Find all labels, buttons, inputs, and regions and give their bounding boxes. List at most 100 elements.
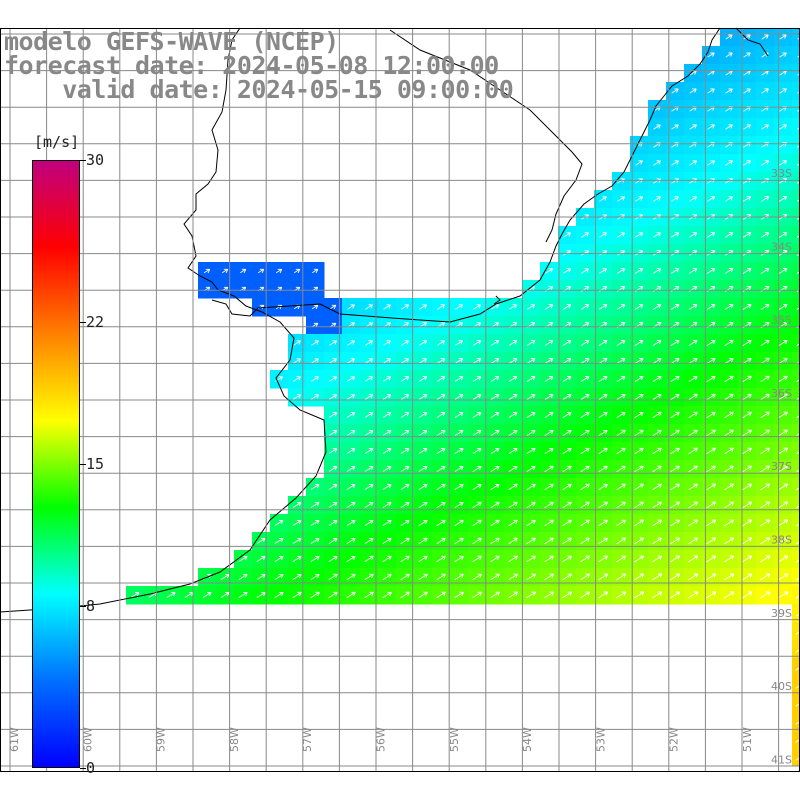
wind-arrow bbox=[526, 394, 536, 400]
wind-arrow bbox=[795, 757, 800, 761]
wind-arrow bbox=[562, 429, 572, 436]
wind-arrow bbox=[580, 429, 590, 436]
wind-arrow bbox=[400, 430, 410, 436]
wind-arrow bbox=[257, 268, 265, 274]
wind-speed-cell bbox=[792, 46, 800, 65]
wind-arrow bbox=[311, 376, 320, 382]
wind-arrow bbox=[652, 304, 662, 310]
wind-arrow bbox=[544, 537, 554, 545]
wind-arrow bbox=[706, 375, 716, 382]
wind-arrow bbox=[670, 447, 680, 455]
wind-arrow bbox=[203, 268, 211, 274]
wind-arrow bbox=[418, 376, 428, 382]
wind-arrow bbox=[742, 447, 752, 455]
wind-arrow bbox=[508, 519, 518, 527]
wind-arrow bbox=[634, 304, 644, 310]
wind-speed-cell bbox=[792, 748, 800, 767]
colorbar bbox=[32, 160, 80, 768]
wind-speed-cell bbox=[792, 460, 800, 479]
wind-speed-cell bbox=[792, 532, 800, 551]
wind-arrow bbox=[688, 483, 698, 491]
wind-arrow bbox=[418, 448, 428, 454]
wind-arrow bbox=[795, 577, 800, 581]
wind-arrow bbox=[220, 591, 230, 598]
wind-arrow bbox=[779, 160, 788, 166]
wind-arrow bbox=[454, 591, 464, 599]
wind-arrow bbox=[616, 447, 626, 455]
latitude-labels: 33S 34S 35S 36S 37S 38S 39S 40S 41S bbox=[771, 167, 792, 766]
wind-arrow bbox=[796, 253, 800, 256]
wind-arrow bbox=[508, 501, 518, 509]
wind-arrow bbox=[310, 555, 320, 562]
wind-arrow bbox=[382, 591, 392, 599]
colorbar-tickmark bbox=[80, 322, 86, 324]
wind-arrow bbox=[634, 519, 645, 527]
wind-arrow bbox=[509, 304, 518, 310]
wind-arrow bbox=[472, 483, 482, 490]
wind-arrow bbox=[364, 448, 374, 454]
wind-arrow bbox=[544, 591, 555, 599]
latitude-label: 37S bbox=[771, 460, 792, 473]
wind-arrow bbox=[436, 573, 446, 581]
wind-arrow bbox=[310, 573, 320, 580]
wind-arrow bbox=[563, 232, 572, 238]
wind-arrow bbox=[329, 304, 337, 310]
wind-arrow bbox=[400, 412, 410, 418]
wind-arrow bbox=[652, 483, 662, 491]
longitude-label: 51W bbox=[741, 727, 754, 752]
wind-arrow bbox=[508, 394, 518, 400]
wind-arrow bbox=[544, 573, 555, 581]
wind-speed-cell bbox=[792, 586, 800, 605]
latitude-label: 40S bbox=[771, 680, 792, 693]
colorbar-tickmark bbox=[80, 464, 86, 465]
wind-arrow bbox=[725, 88, 733, 94]
wind-arrow bbox=[778, 268, 788, 274]
wind-arrow bbox=[166, 592, 176, 598]
wind-arrow bbox=[328, 484, 338, 490]
wind-speed-cell bbox=[792, 280, 800, 299]
wind-arrow bbox=[670, 465, 680, 473]
wind-arrow bbox=[292, 502, 302, 508]
wind-speed-cell bbox=[792, 316, 800, 335]
wind-arrow bbox=[779, 88, 787, 94]
colorbar-tick-label: 8 bbox=[86, 596, 96, 615]
wind-arrow bbox=[508, 358, 518, 364]
wind-arrow bbox=[634, 268, 644, 274]
wind-arrow bbox=[653, 160, 661, 166]
wind-arrow bbox=[292, 573, 302, 580]
coastline bbox=[0, 27, 769, 613]
wind-arrow bbox=[526, 519, 536, 527]
wind-arrow bbox=[689, 196, 698, 202]
wind-arrow bbox=[328, 502, 338, 508]
wind-arrow bbox=[706, 339, 716, 346]
wind-arrow bbox=[580, 376, 590, 382]
wind-arrow bbox=[401, 358, 410, 364]
wind-arrow bbox=[689, 160, 698, 166]
wind-arrow bbox=[706, 483, 717, 491]
wind-arrow bbox=[400, 555, 410, 563]
wind-arrow bbox=[777, 591, 789, 599]
wind-arrow bbox=[688, 268, 698, 274]
longitude-label: 61W bbox=[8, 727, 21, 752]
wind-arrow bbox=[580, 358, 590, 364]
wind-arrow bbox=[760, 303, 770, 310]
wind-arrow bbox=[472, 412, 482, 418]
wind-arrow bbox=[436, 430, 446, 436]
wind-arrow bbox=[454, 376, 464, 382]
wind-arrow bbox=[724, 483, 735, 491]
wind-arrow bbox=[707, 160, 716, 166]
wind-arrow bbox=[759, 591, 771, 599]
wind-arrow bbox=[760, 339, 770, 346]
wind-arrow bbox=[795, 685, 800, 689]
wind-arrow bbox=[652, 268, 662, 274]
wind-arrow bbox=[635, 196, 644, 202]
wind-arrow bbox=[795, 649, 800, 653]
wind-arrow bbox=[545, 268, 554, 274]
latitude-label: 33S bbox=[771, 167, 792, 180]
wind-arrow bbox=[796, 469, 800, 473]
wind-arrow bbox=[599, 196, 607, 202]
wind-arrow bbox=[795, 541, 800, 545]
wind-arrow bbox=[418, 555, 428, 563]
wind-speed-cell bbox=[792, 352, 800, 371]
wind-arrow bbox=[760, 447, 770, 455]
